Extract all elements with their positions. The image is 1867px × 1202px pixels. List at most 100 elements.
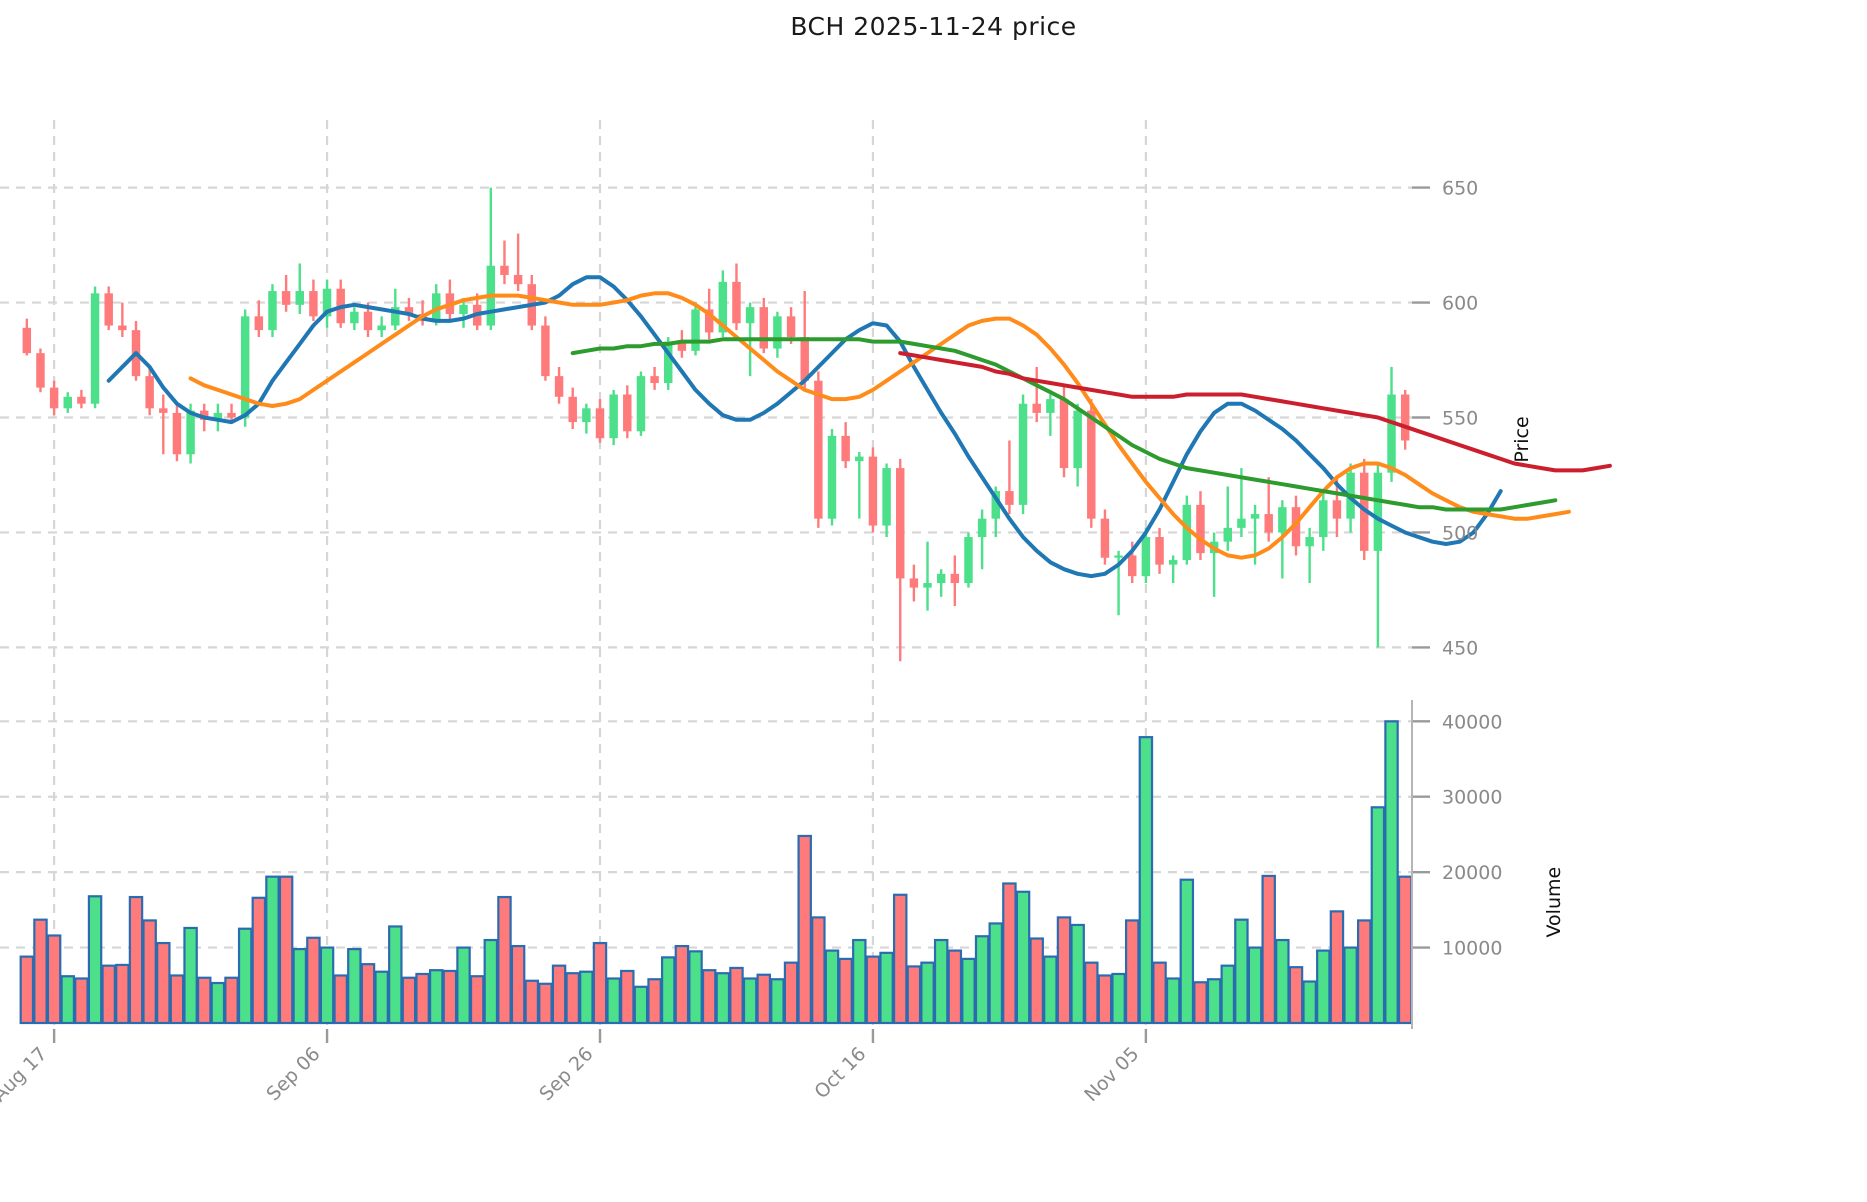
candle-body xyxy=(63,396,72,409)
volume-bar xyxy=(1097,974,1113,1025)
volume-bar xyxy=(1220,964,1236,1025)
candle-body xyxy=(650,376,659,384)
candle-body xyxy=(118,325,127,331)
volume-bar xyxy=(428,969,444,1025)
candle-body xyxy=(77,396,86,404)
volume-bar xyxy=(442,969,458,1025)
chart-plot-area: 650 600 550 500 450 40000 30000 20000 10000 Price… xyxy=(0,110,1700,1110)
volume-bar xyxy=(1302,980,1317,1025)
volume-bar xyxy=(688,950,703,1025)
volume-bar xyxy=(620,969,635,1025)
candle-body xyxy=(1059,399,1069,469)
axis-tick-label: 20000 xyxy=(1442,862,1502,884)
candle-body xyxy=(1237,518,1246,528)
volume-bar xyxy=(674,944,690,1025)
chart-title: BCH 2025-11-24 price xyxy=(790,12,1077,41)
candle-body xyxy=(1032,403,1041,413)
candle-body xyxy=(786,316,796,338)
candle-body xyxy=(350,311,359,324)
candle-body xyxy=(1332,500,1342,519)
volume-bar xyxy=(633,985,649,1025)
volume-bar xyxy=(415,972,430,1025)
volume-bar xyxy=(1370,806,1386,1025)
candle-body xyxy=(909,578,919,588)
axis-tick-label: 550 xyxy=(1442,408,1478,430)
volume-bar xyxy=(1029,937,1044,1025)
volume-bar xyxy=(606,977,621,1025)
volume-bar xyxy=(306,936,321,1025)
candle-body xyxy=(1182,504,1192,561)
candle-body xyxy=(1387,394,1396,473)
volume-bar xyxy=(74,977,89,1025)
candle-body xyxy=(404,307,414,315)
axis-tick-label: 500 xyxy=(1442,522,1478,544)
candle-body xyxy=(200,410,209,420)
candle-body xyxy=(295,291,304,305)
volume-bar xyxy=(1343,946,1358,1025)
volume-bar xyxy=(892,893,908,1025)
volume-bar xyxy=(742,977,758,1025)
axis-tick-label: 40000 xyxy=(1442,711,1502,733)
x-tick-label: Oct 16 xyxy=(810,1043,870,1103)
candle-body xyxy=(800,337,809,381)
volume-bar xyxy=(660,956,676,1025)
chart-canvas: 650 600 550 500 450 40000 30000 20000 10000 Price… xyxy=(0,120,1612,1106)
gridlines xyxy=(0,120,1412,1029)
candle-body xyxy=(1305,537,1314,547)
volume-axis-label: Volume xyxy=(1543,867,1565,938)
candle-body xyxy=(814,380,823,519)
candle-body xyxy=(923,583,932,588)
volume-bar xyxy=(142,919,157,1025)
volume-bar xyxy=(319,946,335,1025)
candle-body xyxy=(1400,394,1410,441)
candle-body xyxy=(309,291,318,317)
volume-bar xyxy=(1070,923,1085,1025)
volume-bar xyxy=(988,922,1004,1025)
volume-series xyxy=(19,720,1413,1025)
candle-body xyxy=(896,468,905,579)
candle-body xyxy=(1319,500,1328,538)
volume-bar xyxy=(565,972,580,1025)
volume-bar xyxy=(156,941,171,1025)
volume-bar xyxy=(278,875,294,1025)
candle-body xyxy=(936,573,946,584)
candle-body xyxy=(159,408,168,413)
volume-bar xyxy=(360,963,376,1025)
volume-bar xyxy=(33,918,48,1025)
volume-bar xyxy=(169,974,185,1025)
candle-body xyxy=(691,309,700,351)
candle-body xyxy=(1155,537,1164,565)
candle-body xyxy=(745,307,755,324)
volume-bar xyxy=(579,970,594,1025)
x-tick-label: Aug 17 xyxy=(0,1043,52,1106)
candle-body xyxy=(855,456,864,462)
volume-bar xyxy=(974,935,990,1025)
candle-body xyxy=(1291,507,1301,547)
candle-body xyxy=(1196,504,1205,554)
volume-bar xyxy=(210,981,226,1025)
volume-bar xyxy=(852,938,867,1025)
candle-body xyxy=(281,291,291,305)
volume-bar xyxy=(510,944,526,1025)
x-axis: Aug 17 Sep 06 Sep 26 Oct 16 Nov 05 xyxy=(0,1029,1148,1106)
volume-bar xyxy=(1138,736,1154,1025)
volume-bar xyxy=(838,957,853,1025)
volume-bar xyxy=(715,972,731,1025)
volume-bar xyxy=(797,834,812,1025)
candle-body xyxy=(513,274,523,285)
candle-body xyxy=(227,412,236,418)
volume-bar xyxy=(1152,961,1167,1025)
candle-body xyxy=(1087,410,1096,519)
candle-body xyxy=(595,408,605,439)
volume-bar xyxy=(388,925,403,1025)
candle-body xyxy=(977,518,987,538)
candlestick-series xyxy=(22,187,1410,662)
volume-bar xyxy=(128,895,144,1025)
candle-body xyxy=(1114,555,1123,558)
candle-body xyxy=(827,435,837,519)
candle-body xyxy=(104,293,113,326)
volume-bar xyxy=(1002,882,1017,1025)
candle-body xyxy=(677,341,687,351)
volume-bar xyxy=(374,970,389,1025)
